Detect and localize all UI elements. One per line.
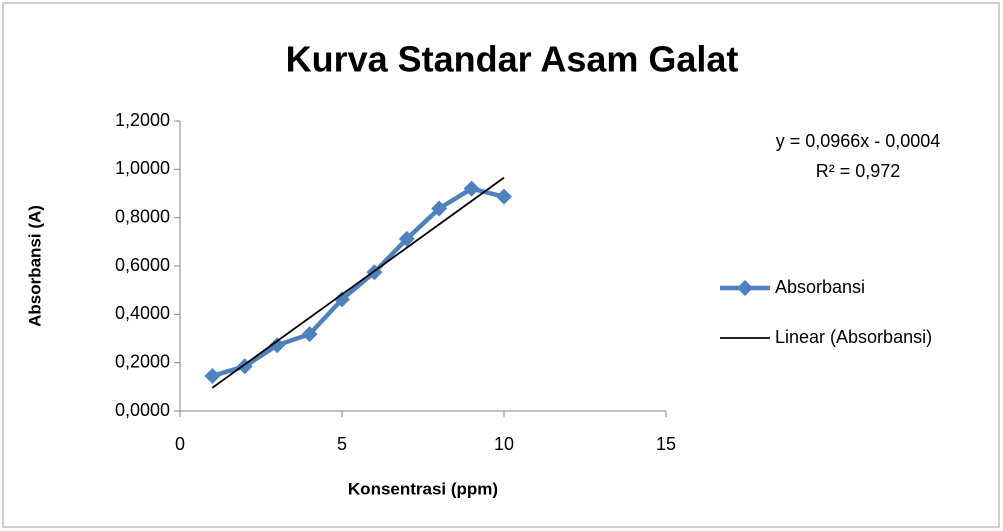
marker <box>269 337 286 354</box>
marker <box>204 367 221 384</box>
marker <box>301 326 318 343</box>
y-tick-label: 0,4000 <box>115 303 170 323</box>
y-tick-label: 1,0000 <box>115 158 170 178</box>
marker <box>431 200 448 217</box>
x-tick-label: 0 <box>175 434 185 454</box>
y-tick-label: 0,8000 <box>115 206 170 226</box>
equation: y = 0,0966x - 0,0004 <box>776 131 941 151</box>
y-tick-label: 1,2000 <box>115 110 170 130</box>
y-tick-label: 0,2000 <box>115 351 170 371</box>
y-tick-label: 0,0000 <box>115 400 170 420</box>
y-axis-label: Absorbansi (A) <box>25 205 44 327</box>
marker <box>463 180 480 197</box>
r-squared: R² = 0,972 <box>816 161 901 181</box>
x-tick-label: 15 <box>656 434 676 454</box>
legend-label: Linear (Absorbansi) <box>775 327 932 347</box>
x-tick-label: 5 <box>337 434 347 454</box>
marker <box>398 230 415 247</box>
x-tick-label: 10 <box>494 434 514 454</box>
chart-title: Kurva Standar Asam Galat <box>286 39 739 80</box>
legend-label: Absorbansi <box>775 277 865 297</box>
x-axis-label: Konsentrasi (ppm) <box>348 479 498 498</box>
marker <box>334 291 350 308</box>
legend-marker <box>737 280 753 296</box>
marker <box>496 188 512 205</box>
data-line <box>211 186 505 379</box>
y-tick-label: 0,6000 <box>115 255 170 275</box>
trend-line <box>211 176 505 389</box>
